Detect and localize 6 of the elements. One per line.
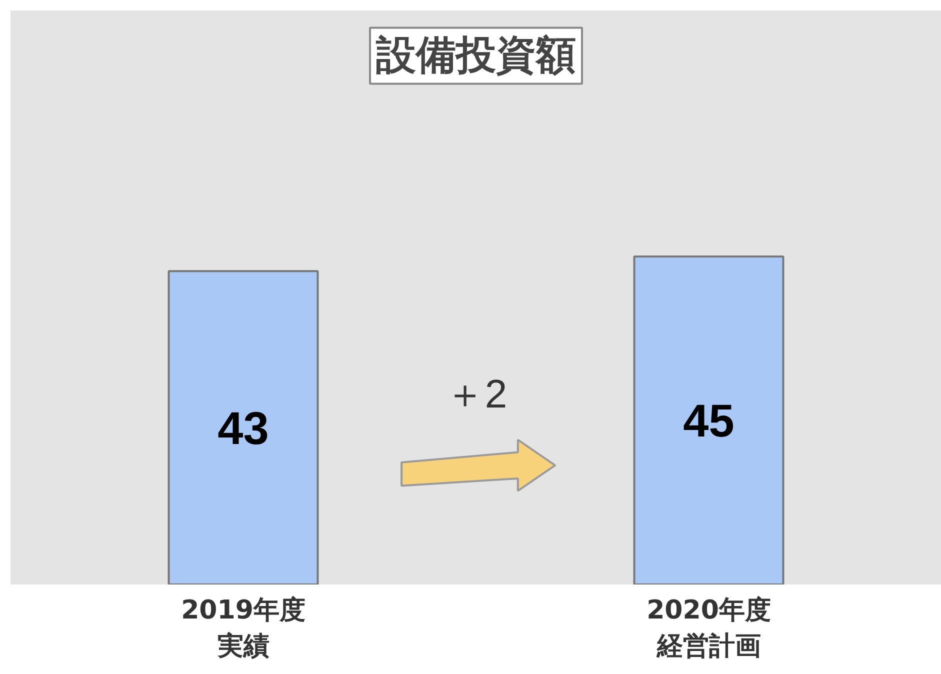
annotation: ＋2: [444, 372, 508, 416]
chart-title: 設備投資額: [375, 34, 576, 78]
x-tick-label: 2019年度実績: [181, 596, 306, 662]
data-label: 45: [683, 394, 734, 446]
x-tick-label: 2020年度経営計画: [646, 596, 771, 662]
data-label: 43: [218, 402, 269, 454]
